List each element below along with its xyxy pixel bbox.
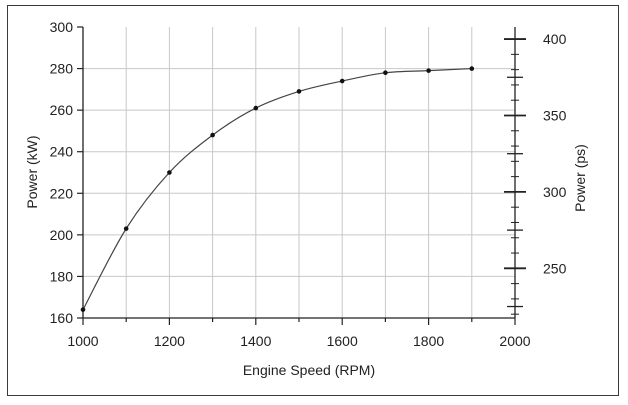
data-point	[296, 89, 302, 94]
y-tick-label: 260	[50, 102, 74, 118]
x-tick-label: 1400	[240, 333, 271, 349]
y-tick-label: 240	[50, 144, 74, 160]
y-tick-label: 200	[50, 227, 74, 243]
y2-axis-title: Power (ps)	[572, 144, 588, 212]
data-point	[80, 307, 86, 312]
y2-tick-label: 400	[543, 31, 567, 47]
data-point	[426, 68, 431, 73]
data-point	[469, 66, 475, 71]
x-tick-label: 1600	[327, 333, 358, 349]
data-point	[339, 78, 345, 84]
tick-labels: 160 180 200 220 240 260 280 300 1000 1200 1400 1600…	[50, 19, 567, 349]
x-tick-label: 1800	[413, 333, 444, 349]
chart-frame	[7, 5, 619, 396]
data-point	[383, 70, 388, 76]
y-tick-label: 280	[50, 61, 74, 77]
y2-tick-label: 300	[543, 184, 567, 200]
x-axis-title: Engine Speed (RPM)	[243, 362, 375, 378]
y-axis-title: Power (kW)	[24, 135, 40, 208]
data-point	[167, 170, 172, 175]
data-point	[123, 226, 129, 231]
grid	[83, 27, 515, 318]
y-tick-label: 160	[50, 310, 74, 326]
series-line	[82, 67, 472, 310]
x-tick-label: 1200	[154, 333, 185, 349]
series	[80, 66, 475, 312]
y-tick-label: 300	[50, 19, 74, 35]
y-tick-label: 180	[50, 268, 74, 284]
axes	[77, 26, 526, 325]
y2-tick-label: 250	[543, 260, 567, 276]
y2-tick-label: 350	[543, 107, 567, 123]
x-tick-label: 1000	[67, 333, 98, 349]
data-point	[253, 105, 259, 111]
data-point	[210, 132, 215, 138]
x-tick-label: 2000	[499, 333, 530, 349]
y-tick-label: 220	[50, 185, 74, 201]
